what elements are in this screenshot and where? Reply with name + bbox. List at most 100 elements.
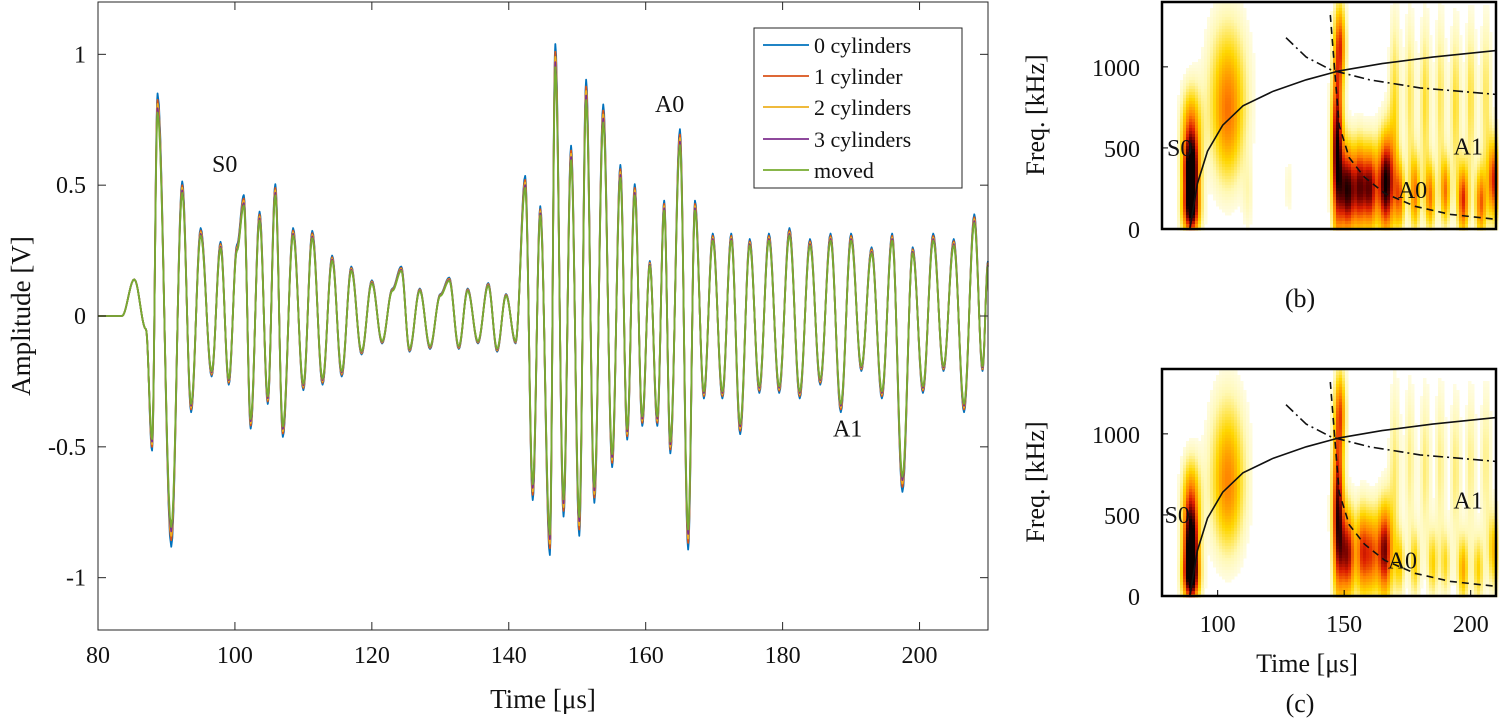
heatmap-cell (1189, 209, 1193, 213)
heatmap-cell (1243, 155, 1247, 159)
heatmap-cell (1240, 56, 1244, 60)
heatmap-cell (1462, 149, 1466, 153)
heatmap-cell (1192, 161, 1196, 165)
heatmap-cell (1354, 128, 1358, 132)
heatmap-cell (1246, 41, 1250, 45)
heatmap-cell (1201, 62, 1205, 66)
heatmap-cell (1378, 182, 1382, 186)
heatmap-cell (1435, 95, 1439, 99)
heatmap-cell (1390, 8, 1394, 12)
heatmap-cell (1432, 128, 1436, 132)
heatmap-cell (1189, 83, 1193, 87)
heatmap-cell (1348, 116, 1352, 120)
heatmap-cell (1417, 155, 1421, 159)
heatmap-cell (1192, 140, 1196, 144)
x-tick-label: 160 (628, 643, 664, 669)
heatmap-cell (1198, 179, 1202, 183)
heatmap-cell (1396, 41, 1400, 45)
heatmap-cell (1474, 74, 1478, 78)
heatmap-cell (1201, 170, 1205, 174)
heatmap-cell (1207, 83, 1211, 87)
heatmap-cell (1441, 35, 1445, 39)
heatmap-cell (1210, 83, 1214, 87)
heatmap-cell (1486, 152, 1490, 156)
heatmap-cell (1444, 110, 1448, 114)
heatmap-cell (1441, 83, 1445, 87)
heatmap-cell (1246, 38, 1250, 42)
heatmap-cell (1465, 32, 1469, 36)
heatmap-cell (1405, 56, 1409, 60)
heatmap-cell (1330, 116, 1334, 120)
heatmap-cell (1330, 23, 1334, 27)
heatmap-cell (1210, 23, 1214, 27)
heatmap-cell (1432, 68, 1436, 72)
heatmap-cell (1426, 23, 1430, 27)
heatmap-cell (1357, 161, 1361, 165)
heatmap-cell (1399, 80, 1403, 84)
heatmap-cell (1288, 203, 1292, 207)
heatmap-cell (1417, 107, 1421, 111)
heatmap-cell (1396, 176, 1400, 180)
heatmap-cell (1441, 107, 1445, 111)
heatmap-cell (1372, 209, 1376, 213)
heatmap-cell (1384, 143, 1388, 147)
heatmap-cell (1405, 146, 1409, 150)
heatmap-cell (1228, 17, 1232, 21)
heatmap-cell (1204, 215, 1208, 219)
heatmap-cell (1420, 176, 1424, 180)
heatmap-cell (1483, 110, 1487, 114)
heatmap-cell (1456, 35, 1460, 39)
heatmap-cell (1444, 71, 1448, 75)
heatmap-cell (1327, 173, 1331, 177)
heatmap-cell (1447, 62, 1451, 66)
heatmap-cell (1423, 104, 1427, 108)
heatmap-cell (1351, 158, 1355, 162)
heatmap-cell (1468, 146, 1472, 150)
heatmap-cell (1432, 191, 1436, 195)
heatmap-cell (1432, 155, 1436, 159)
heatmap-cell (1330, 50, 1334, 54)
heatmap-cell (1186, 170, 1190, 174)
heatmap-cell (1453, 125, 1457, 129)
heatmap-cell (1243, 113, 1247, 117)
heatmap-cell (1426, 92, 1430, 96)
heatmap-cell (1441, 59, 1445, 63)
heatmap-cell (1339, 128, 1343, 132)
heatmap-cell (1186, 134, 1190, 138)
heatmap-cell (1369, 203, 1373, 207)
heatmap-cell (1447, 122, 1451, 126)
heatmap-cell (1330, 146, 1334, 150)
x-axis-label: Time [μs] (490, 684, 596, 714)
heatmap-cell (1342, 143, 1346, 147)
heatmap-cell (1381, 119, 1385, 123)
heatmap-cell (1429, 47, 1433, 51)
heatmap-cell (1405, 194, 1409, 198)
heatmap-cell (1462, 209, 1466, 213)
heatmap-cell (1342, 164, 1346, 168)
heatmap-cell (1345, 203, 1349, 207)
heatmap-cell (1177, 155, 1181, 159)
heatmap-cell (1288, 173, 1292, 177)
heatmap-cell (1219, 17, 1223, 21)
heatmap-cell (1399, 152, 1403, 156)
heatmap-cell (1429, 137, 1433, 141)
heatmap-cell (1492, 137, 1496, 141)
heatmap-cell (1384, 173, 1388, 177)
heatmap-cell (1477, 83, 1481, 87)
heatmap-cell (1426, 209, 1430, 213)
heatmap-cell (1489, 167, 1493, 171)
heatmap-cell (1234, 134, 1238, 138)
heatmap-cell (1477, 164, 1481, 168)
heatmap-cell (1222, 125, 1226, 129)
heatmap-cell (1471, 65, 1475, 69)
heatmap-cell (1288, 167, 1292, 171)
heatmap-cell (1456, 149, 1460, 153)
heatmap-cell (1414, 191, 1418, 195)
heatmap-cell (1243, 41, 1247, 45)
heatmap-cell (1342, 20, 1346, 24)
heatmap-cell (1408, 101, 1412, 105)
heatmap-cell (1459, 173, 1463, 177)
heatmap-cell (1231, 53, 1235, 57)
heatmap-cell (1204, 203, 1208, 207)
heatmap-cell (1426, 47, 1430, 51)
